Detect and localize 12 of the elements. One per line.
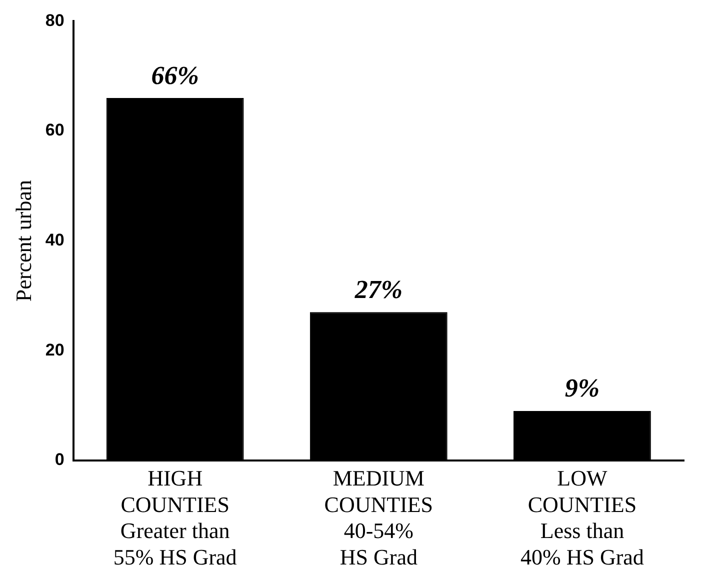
y-axis-title: Percent urban xyxy=(10,180,36,302)
x-tick-label: LOW COUNTIES Less than 40% HS Grad xyxy=(520,465,644,570)
data-label: 66% xyxy=(151,60,199,90)
y-tick-label: 20 xyxy=(45,340,64,360)
data-label: 9% xyxy=(564,374,600,403)
x-tick-label: HIGH COUNTIES Greater than 55% HS Grad xyxy=(113,465,237,570)
y-tick-label: 40 xyxy=(45,230,64,250)
y-tick-label: 0 xyxy=(54,450,64,470)
y-tick-label: 60 xyxy=(45,120,64,140)
data-label: 27% xyxy=(354,274,402,304)
y-tick-label: 80 xyxy=(45,10,64,30)
x-tick-label: MEDIUM COUNTIES 40-54% HS Grad xyxy=(324,465,434,570)
